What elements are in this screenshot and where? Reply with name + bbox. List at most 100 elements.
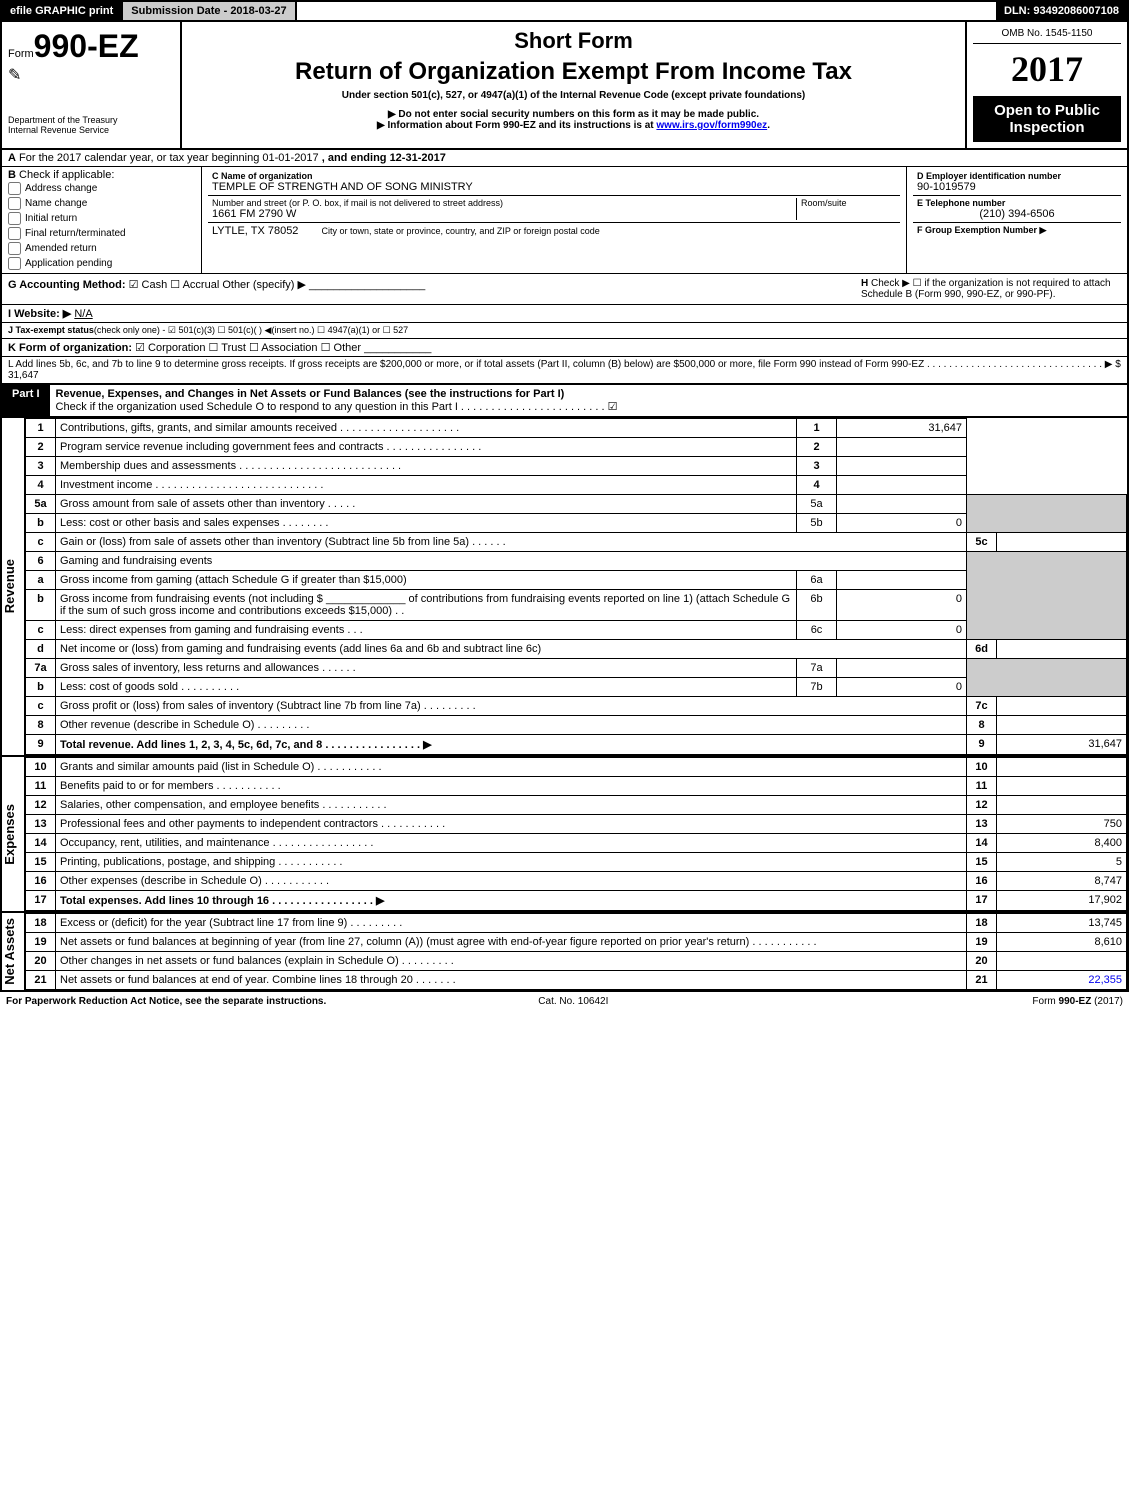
chk-name-change-box[interactable] (8, 197, 21, 210)
line-17-val: 17,902 (997, 891, 1127, 911)
chk-address-change[interactable]: Address change (8, 181, 195, 196)
chk-final-return[interactable]: Final return/terminated (8, 226, 195, 241)
b-title: Check if applicable: (19, 169, 114, 181)
line-10-val (997, 758, 1127, 777)
line-6c-desc: Less: direct expenses from gaming and fu… (56, 621, 797, 640)
line-3-desc: Membership dues and assessments . . . . … (56, 457, 797, 476)
h-text: Check ▶ ☐ if the organization is not req… (861, 278, 1111, 300)
chk-application-pending[interactable]: Application pending (8, 256, 195, 271)
line-6d-desc: Net income or (loss) from gaming and fun… (56, 640, 967, 659)
g-accrual: Accrual (183, 279, 220, 291)
expenses-section: Expenses 10Grants and similar amounts pa… (0, 757, 1129, 913)
revenue-section: Revenue 1Contributions, gifts, grants, a… (0, 418, 1129, 757)
line-21-val: 22,355 (997, 971, 1127, 990)
form-header: Form990-EZ ✎ Department of the Treasury … (0, 22, 1129, 150)
netassets-side-label: Net Assets (2, 913, 25, 990)
street-label: Number and street (or P. O. box, if mail… (212, 198, 796, 208)
sub3-pre: ▶ Information about Form 990-EZ and its … (377, 120, 656, 131)
chk-final-return-box[interactable] (8, 227, 21, 240)
irs-link[interactable]: www.irs.gov/form990ez (656, 120, 767, 131)
netassets-section: Net Assets 18Excess or (deficit) for the… (0, 913, 1129, 992)
g-cash: Cash (142, 279, 168, 291)
form-prefix: Form (8, 48, 34, 60)
website: N/A (74, 308, 92, 320)
main-title: Return of Organization Exempt From Incom… (188, 58, 959, 86)
chk-initial-return[interactable]: Initial return (8, 211, 195, 226)
right-column: OMB No. 1545-1150 2017 Open to Public In… (967, 22, 1127, 148)
line-6b-val: 0 (837, 590, 967, 621)
line-6b-desc: Gross income from fundraising events (no… (56, 590, 797, 621)
line-l: L Add lines 5b, 6c, and 7b to line 9 to … (2, 356, 1127, 383)
line-5c-desc: Gain or (loss) from sale of assets other… (56, 533, 967, 552)
line-k: K Form of organization: ☑ Corporation ☐ … (2, 338, 1127, 356)
g-label: G Accounting Method: (8, 279, 126, 291)
j-label: J Tax-exempt status (8, 325, 94, 335)
line-11-val (997, 777, 1127, 796)
line-21-desc: Net assets or fund balances at end of ye… (56, 971, 967, 990)
footer-left: For Paperwork Reduction Act Notice, see … (6, 996, 326, 1007)
line-g-h: G Accounting Method: ☑ Cash ☐ Accrual Ot… (2, 273, 1127, 304)
line-1-val: 31,647 (837, 419, 967, 438)
part-i-header: Part I Revenue, Expenses, and Changes in… (0, 385, 1129, 418)
h-label: H (861, 278, 868, 289)
line-4-val (837, 476, 967, 495)
line-7a-val (837, 659, 967, 678)
line-h: H Check ▶ ☐ if the organization is not r… (861, 278, 1121, 300)
line-19-val: 8,610 (997, 933, 1127, 952)
short-form-title: Short Form (188, 28, 959, 54)
line-g: G Accounting Method: ☑ Cash ☐ Accrual Ot… (8, 278, 425, 300)
chk-initial-return-box[interactable] (8, 212, 21, 225)
line-16-desc: Other expenses (describe in Schedule O) … (56, 872, 967, 891)
expenses-side-label: Expenses (2, 757, 25, 911)
subtitle-1: Under section 501(c), 527, or 4947(a)(1)… (188, 90, 959, 101)
line-5c-val (997, 533, 1127, 552)
f-label: F Group Exemption Number (917, 225, 1037, 235)
chk-address-change-box[interactable] (8, 182, 21, 195)
line-i: I Website: ▶ N/A (2, 304, 1127, 322)
department: Department of the Treasury Internal Reve… (8, 115, 174, 135)
line-8-desc: Other revenue (describe in Schedule O) .… (56, 716, 967, 735)
street: 1661 FM 2790 W (212, 208, 796, 220)
line-a-text: For the 2017 calendar year, or tax year … (19, 152, 319, 164)
tax-year: 2017 (973, 48, 1121, 90)
part-i-title: Revenue, Expenses, and Changes in Net As… (56, 388, 565, 400)
line-20-val (997, 952, 1127, 971)
chk-name-change[interactable]: Name change (8, 196, 195, 211)
line-11-desc: Benefits paid to or for members . . . . … (56, 777, 967, 796)
city-label: City or town, state or province, country… (322, 226, 600, 236)
line-12-desc: Salaries, other compensation, and employ… (56, 796, 967, 815)
chk-amended-return[interactable]: Amended return (8, 241, 195, 256)
line-13-desc: Professional fees and other payments to … (56, 815, 967, 834)
g-other: Other (specify) ▶ (222, 279, 306, 291)
j-text: (check only one) - ☑ 501(c)(3) ☐ 501(c)(… (94, 325, 408, 335)
phone: (210) 394-6506 (917, 208, 1117, 220)
org-name: TEMPLE OF STRENGTH AND OF SONG MINISTRY (212, 181, 896, 193)
line-10-desc: Grants and similar amounts paid (list in… (56, 758, 967, 777)
line-7b-desc: Less: cost of goods sold . . . . . . . .… (56, 678, 797, 697)
chk-amended-return-box[interactable] (8, 242, 21, 255)
omb-number: OMB No. 1545-1150 (973, 28, 1121, 44)
part-i-num: Part I (2, 385, 50, 416)
room-label: Room/suite (801, 198, 896, 208)
revenue-side-label: Revenue (2, 418, 25, 755)
line-7a-desc: Gross sales of inventory, less returns a… (56, 659, 797, 678)
line-14-desc: Occupancy, rent, utilities, and maintena… (56, 834, 967, 853)
d-label: D Employer identification number (917, 171, 1061, 181)
line-a: A For the 2017 calendar year, or tax yea… (2, 150, 1127, 166)
section-a-l: A For the 2017 calendar year, or tax yea… (0, 150, 1129, 385)
line-19-desc: Net assets or fund balances at beginning… (56, 933, 967, 952)
line-3-val (837, 457, 967, 476)
footer-right: Form 990-EZ (2017) (1032, 996, 1123, 1007)
line-14-val: 8,400 (997, 834, 1127, 853)
netassets-table: 18Excess or (deficit) for the year (Subt… (25, 913, 1127, 990)
line-6c-val: 0 (837, 621, 967, 640)
form-number-block: Form990-EZ ✎ Department of the Treasury … (2, 22, 182, 148)
revenue-table: 1Contributions, gifts, grants, and simil… (25, 418, 1127, 755)
line-5b-desc: Less: cost or other basis and sales expe… (56, 514, 797, 533)
ein: 90-1019579 (917, 181, 1117, 193)
part-i-check: Check if the organization used Schedule … (56, 401, 618, 413)
f-arrow: ▶ (1040, 225, 1047, 235)
line-a-ending: , and ending 12-31-2017 (322, 152, 446, 164)
expenses-table: 10Grants and similar amounts paid (list … (25, 757, 1127, 911)
chk-application-pending-box[interactable] (8, 257, 21, 270)
